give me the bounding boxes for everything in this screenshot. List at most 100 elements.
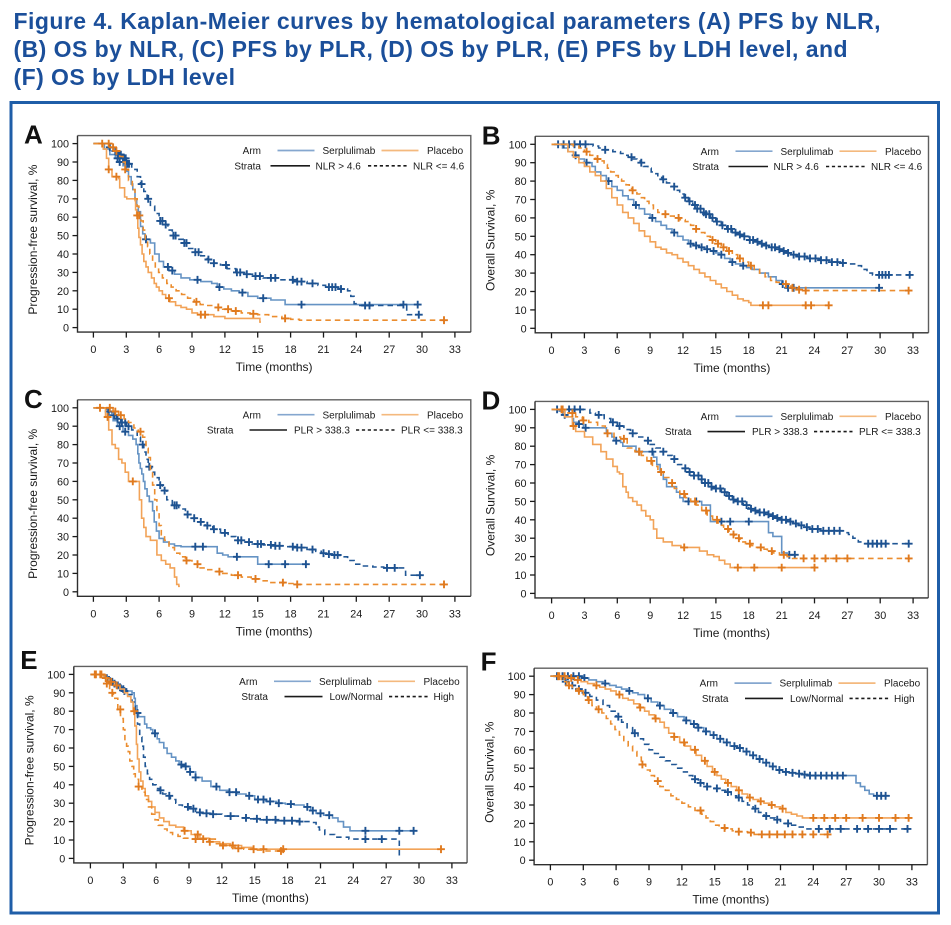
svg-text:80: 80	[515, 176, 527, 188]
svg-text:9: 9	[646, 877, 652, 889]
svg-text:27: 27	[383, 344, 395, 356]
svg-text:100: 100	[508, 404, 526, 416]
svg-text:12: 12	[219, 608, 231, 620]
svg-text:Time (months): Time (months)	[692, 893, 769, 907]
svg-text:3: 3	[123, 608, 129, 620]
svg-text:33: 33	[449, 608, 461, 620]
svg-text:6: 6	[156, 608, 162, 620]
svg-text:30: 30	[416, 608, 428, 620]
svg-text:21: 21	[317, 608, 329, 620]
svg-text:6: 6	[613, 877, 619, 889]
svg-text:24: 24	[808, 345, 820, 357]
svg-text:9: 9	[189, 608, 195, 620]
svg-text:100: 100	[51, 139, 69, 151]
svg-text:33: 33	[906, 877, 918, 889]
svg-text:F: F	[481, 647, 497, 677]
svg-text:12: 12	[219, 344, 231, 356]
svg-text:Placebo: Placebo	[427, 146, 464, 157]
svg-text:50: 50	[514, 496, 526, 508]
svg-text:0: 0	[90, 344, 96, 356]
svg-text:50: 50	[57, 495, 69, 507]
svg-text:12: 12	[676, 877, 688, 889]
svg-text:Strata: Strata	[702, 694, 729, 705]
svg-text:18: 18	[282, 875, 294, 887]
svg-text:18: 18	[742, 877, 754, 889]
svg-text:Arm: Arm	[701, 412, 719, 423]
svg-text:60: 60	[514, 478, 526, 490]
svg-text:0: 0	[549, 610, 555, 622]
svg-text:9: 9	[647, 345, 653, 357]
svg-text:33: 33	[449, 344, 461, 356]
svg-text:PLR <= 338.3: PLR <= 338.3	[401, 426, 463, 437]
svg-text:27: 27	[841, 610, 853, 622]
svg-text:40: 40	[514, 515, 526, 527]
svg-text:18: 18	[743, 610, 755, 622]
svg-text:15: 15	[709, 877, 721, 889]
svg-text:21: 21	[776, 345, 788, 357]
svg-text:10: 10	[514, 570, 526, 582]
svg-text:0: 0	[520, 855, 526, 867]
svg-text:Serplulimab: Serplulimab	[319, 677, 372, 688]
svg-text:Placebo: Placebo	[885, 412, 922, 423]
svg-text:High: High	[434, 692, 455, 703]
svg-text:50: 50	[514, 763, 526, 775]
svg-text:30: 30	[874, 345, 886, 357]
svg-text:Progression-free survival, %: Progression-free survival, %	[22, 695, 36, 845]
svg-text:C: C	[24, 384, 43, 414]
svg-text:70: 70	[53, 725, 65, 737]
svg-text:20: 20	[514, 552, 526, 564]
svg-text:0: 0	[59, 853, 65, 865]
svg-text:Overall Survival, %: Overall Survival, %	[484, 454, 498, 556]
svg-text:40: 40	[514, 782, 526, 794]
svg-text:Low/Normal: Low/Normal	[330, 692, 383, 703]
svg-text:60: 60	[53, 743, 65, 755]
svg-text:30: 30	[413, 875, 425, 887]
svg-text:30: 30	[514, 800, 526, 812]
svg-text:Strata: Strata	[241, 692, 268, 703]
svg-text:Serplulimab: Serplulimab	[781, 147, 834, 158]
svg-text:90: 90	[57, 157, 69, 169]
svg-text:10: 10	[515, 305, 527, 317]
svg-text:20: 20	[57, 286, 69, 298]
svg-text:Overall Survival, %: Overall Survival, %	[483, 721, 497, 823]
svg-text:0: 0	[547, 877, 553, 889]
svg-text:100: 100	[509, 139, 527, 151]
svg-text:21: 21	[317, 344, 329, 356]
svg-text:Arm: Arm	[239, 677, 257, 688]
svg-text:90: 90	[57, 421, 69, 433]
svg-text:20: 20	[515, 287, 527, 299]
svg-text:B: B	[482, 120, 501, 150]
svg-text:30: 30	[57, 267, 69, 279]
svg-text:0: 0	[520, 588, 526, 600]
svg-text:Time (months): Time (months)	[236, 360, 313, 374]
svg-text:9: 9	[647, 610, 653, 622]
svg-text:30: 30	[515, 268, 527, 280]
svg-text:Strata: Strata	[665, 427, 692, 438]
svg-text:60: 60	[515, 213, 527, 225]
svg-text:21: 21	[776, 610, 788, 622]
svg-text:NLR > 4.6: NLR > 4.6	[774, 162, 820, 173]
svg-text:Serplulimab: Serplulimab	[781, 412, 834, 423]
svg-text:24: 24	[350, 344, 362, 356]
svg-text:Strata: Strata	[234, 161, 261, 172]
svg-text:70: 70	[514, 726, 526, 738]
svg-text:15: 15	[710, 610, 722, 622]
svg-text:21: 21	[774, 877, 786, 889]
svg-text:15: 15	[710, 345, 722, 357]
svg-text:0: 0	[548, 345, 554, 357]
svg-text:20: 20	[514, 818, 526, 830]
svg-text:Arm: Arm	[701, 147, 719, 158]
svg-text:D: D	[482, 385, 501, 415]
svg-text:24: 24	[347, 875, 359, 887]
svg-text:Time (months): Time (months)	[236, 624, 313, 638]
svg-text:24: 24	[808, 610, 820, 622]
svg-text:Placebo: Placebo	[427, 410, 464, 421]
svg-text:30: 30	[416, 344, 428, 356]
svg-text:3: 3	[580, 877, 586, 889]
svg-text:Low/Normal: Low/Normal	[790, 694, 843, 705]
svg-text:6: 6	[614, 610, 620, 622]
svg-text:PLR > 338.3: PLR > 338.3	[752, 427, 808, 438]
svg-text:40: 40	[53, 780, 65, 792]
svg-text:Placebo: Placebo	[885, 147, 922, 158]
svg-text:Placebo: Placebo	[884, 679, 921, 690]
